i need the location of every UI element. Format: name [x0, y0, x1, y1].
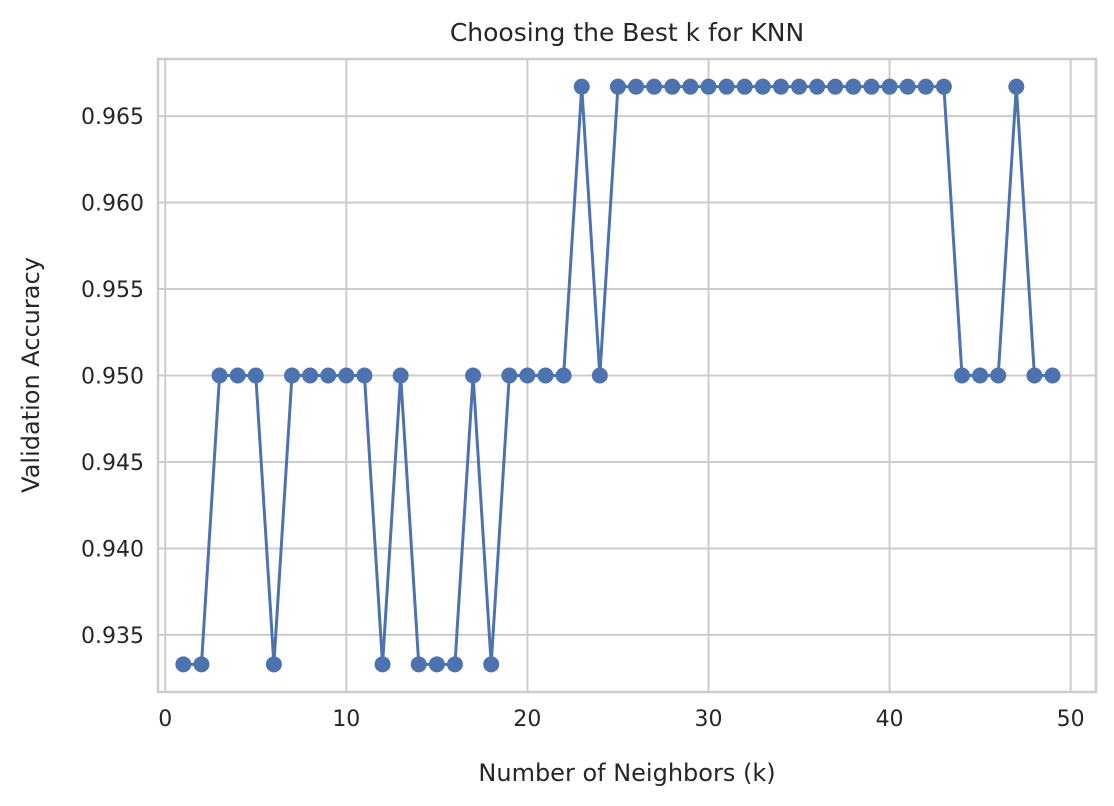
x-tick-label: 0 — [158, 707, 172, 732]
data-point — [682, 78, 699, 95]
data-point — [863, 78, 880, 95]
data-point — [972, 367, 989, 384]
data-point — [428, 656, 445, 673]
x-tick-label: 10 — [332, 707, 360, 732]
data-point — [175, 656, 192, 673]
data-point — [410, 656, 427, 673]
data-point — [211, 367, 228, 384]
data-point — [664, 78, 681, 95]
data-point — [772, 78, 789, 95]
x-tick-label: 50 — [1057, 707, 1085, 732]
data-point — [265, 656, 282, 673]
y-tick-label: 0.945 — [81, 451, 144, 476]
y-tick-label: 0.940 — [81, 537, 144, 562]
data-point — [284, 367, 300, 384]
data-point — [954, 367, 970, 384]
data-point — [247, 367, 264, 384]
data-point — [537, 367, 554, 384]
data-point — [302, 367, 319, 384]
data-point — [1026, 367, 1043, 384]
y-tick-labels: 0.935 0.940 0.945 0.950 0.955 0.960 0.965 — [81, 105, 144, 649]
x-axis-label: Number of Neighbors (k) — [478, 759, 775, 787]
data-point — [483, 656, 500, 673]
data-point — [356, 367, 373, 384]
data-point — [320, 367, 337, 384]
data-point — [899, 78, 916, 95]
data-point — [609, 78, 626, 95]
data-point — [827, 78, 844, 95]
data-point — [591, 367, 608, 384]
data-point — [193, 656, 210, 673]
data-point — [809, 78, 826, 95]
data-point — [917, 78, 934, 95]
data-point — [754, 78, 771, 95]
data-point — [446, 656, 463, 673]
data-point — [229, 367, 246, 384]
series-group — [175, 78, 1061, 673]
data-point — [881, 78, 898, 95]
data-point — [555, 367, 572, 384]
plot-frame — [156, 57, 1098, 694]
y-tick-label: 0.965 — [81, 105, 144, 130]
data-point — [338, 367, 355, 384]
data-point — [573, 78, 590, 95]
data-point — [519, 367, 536, 384]
data-point — [628, 78, 645, 95]
data-point — [791, 78, 808, 95]
data-point — [465, 367, 482, 384]
data-point — [1008, 78, 1025, 95]
x-tick-label: 30 — [694, 707, 722, 732]
data-point — [736, 78, 753, 95]
y-tick-label: 0.955 — [81, 278, 144, 303]
data-point — [501, 367, 518, 384]
x-tick-labels: 0 10 20 30 40 50 — [158, 707, 1084, 732]
data-point — [374, 656, 391, 673]
data-point — [718, 78, 735, 95]
y-axis-label: Validation Accuracy — [17, 257, 45, 493]
x-tick-label: 20 — [513, 707, 541, 732]
data-point — [392, 367, 409, 384]
data-point — [990, 367, 1007, 384]
data-point — [700, 78, 717, 95]
y-tick-label: 0.935 — [81, 624, 144, 649]
y-tick-label: 0.960 — [81, 192, 144, 217]
chart-title: Choosing the Best k for KNN — [450, 18, 804, 47]
data-point — [1044, 367, 1061, 384]
x-tick-label: 40 — [876, 707, 904, 732]
data-point — [845, 78, 862, 95]
grid-lines — [158, 59, 1096, 692]
data-point — [646, 78, 663, 95]
data-point — [935, 78, 952, 95]
y-tick-label: 0.950 — [81, 365, 144, 390]
